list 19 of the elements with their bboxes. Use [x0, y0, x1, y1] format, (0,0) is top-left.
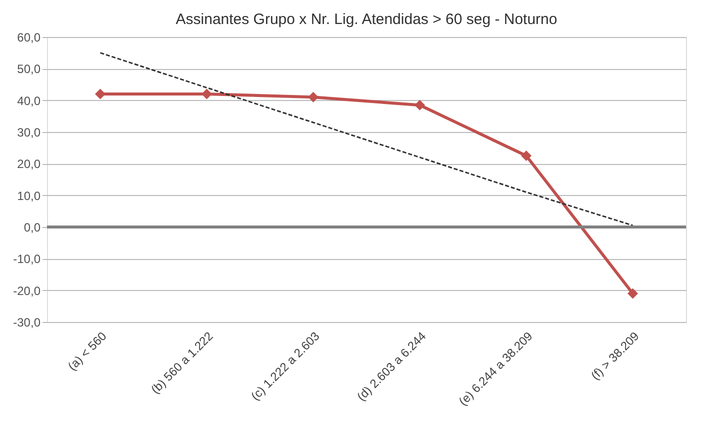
point [414, 100, 425, 110]
point [202, 88, 212, 100]
x-tick-label: (a) < 560 [65, 328, 110, 374]
y-tick-label: 50,0 [17, 62, 41, 76]
y-tick-label: 20,0 [17, 157, 41, 172]
point [521, 150, 532, 161]
y-tick-label: 0,0 [24, 220, 41, 234]
y-tick-label: -10,0 [13, 252, 41, 266]
line-series [100, 52, 634, 226]
y-tick-label: 40,0 [17, 94, 41, 108]
point [308, 92, 318, 102]
y-tick-label: 30,0 [17, 126, 41, 140]
point [628, 288, 638, 299]
chart-title: Assinantes Grupo x Nr. Lig. Atendidas > 60 seg - Noturno [176, 11, 558, 28]
y-tick-label: 60,0 [17, 30, 41, 44]
y-tick-label: 10,0 [17, 188, 41, 203]
y-tick-label: -30,0 [13, 316, 41, 330]
y-tick-label: -20,0 [13, 284, 41, 298]
point [95, 88, 106, 100]
